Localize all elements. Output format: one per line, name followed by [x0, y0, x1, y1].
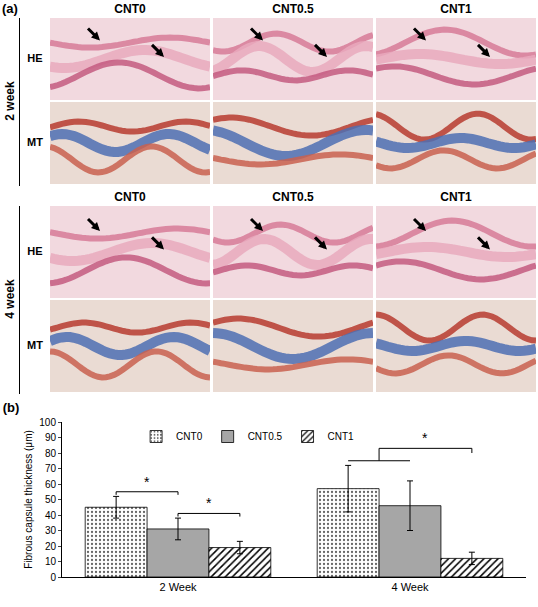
svg-text:50: 50 — [45, 494, 57, 505]
svg-text:*: * — [206, 495, 212, 511]
svg-text:CNT0: CNT0 — [176, 431, 203, 442]
html-text:HE: HE — [27, 245, 43, 257]
svg-text:CNT1: CNT1 — [328, 431, 355, 442]
svg-text:4 Week: 4 Week — [391, 581, 429, 593]
html-text:CNT0.5: CNT0.5 — [272, 190, 314, 204]
html-text:4 week: 4 week — [3, 279, 17, 319]
svg-text:20: 20 — [45, 541, 57, 552]
html-text:(a): (a) — [2, 1, 18, 16]
svg-text:0: 0 — [50, 572, 56, 583]
html-text:MT: MT — [27, 136, 43, 148]
html-text:CNT1: CNT1 — [440, 190, 472, 204]
svg-text:*: * — [422, 430, 428, 446]
html-text:MT: MT — [27, 339, 43, 351]
html-text:CNT0: CNT0 — [114, 2, 146, 16]
svg-text:*: * — [144, 474, 150, 490]
svg-text:10: 10 — [45, 556, 57, 567]
html-text:CNT1: CNT1 — [440, 2, 472, 16]
html-text:HE: HE — [27, 52, 43, 64]
svg-text:80: 80 — [45, 448, 57, 459]
html-text:2 week: 2 week — [3, 81, 17, 121]
html-text:CNT0: CNT0 — [114, 190, 146, 204]
svg-text:2 Week: 2 Week — [159, 581, 197, 593]
svg-text:30: 30 — [45, 525, 57, 536]
svg-text:40: 40 — [45, 510, 57, 521]
svg-text:70: 70 — [45, 463, 57, 474]
svg-text:(b): (b) — [3, 400, 20, 415]
svg-text:60: 60 — [45, 479, 57, 490]
svg-text:90: 90 — [45, 432, 57, 443]
svg-text:100: 100 — [39, 417, 56, 428]
html-text:CNT0.5: CNT0.5 — [272, 2, 314, 16]
svg-text:Fibrous capsule thickness (μm): Fibrous capsule thickness (μm) — [23, 430, 34, 569]
svg-text:CNT0.5: CNT0.5 — [248, 431, 283, 442]
